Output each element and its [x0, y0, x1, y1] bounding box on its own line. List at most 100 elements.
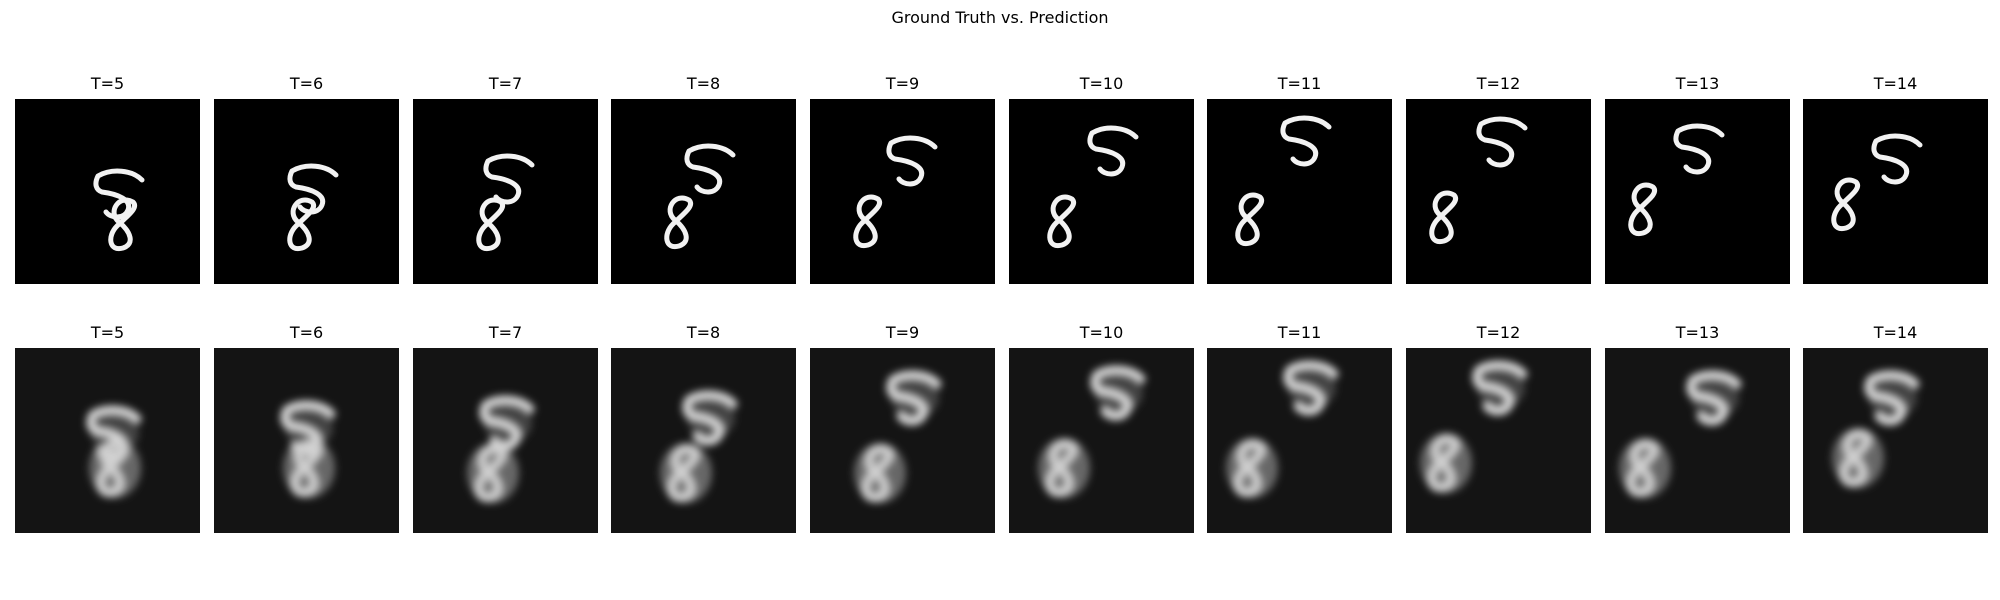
ground-truth-digits	[93, 168, 145, 252]
gt-panel: T=14	[1803, 74, 1988, 284]
pred-panel-title: T=11	[1277, 323, 1322, 342]
gt-frame	[1803, 99, 1988, 284]
predicted-digits	[1420, 360, 1528, 493]
pred-frame	[1009, 348, 1194, 533]
pred-panel: T=11	[1207, 323, 1392, 533]
predicted-digits	[1226, 360, 1339, 498]
pred-frame	[413, 348, 598, 533]
ground-truth-digits	[664, 143, 736, 250]
pred-panel: T=5	[15, 323, 200, 533]
pred-panel: T=9	[810, 323, 995, 533]
predicted-digits	[280, 400, 336, 498]
gt-panel: T=8	[611, 74, 796, 284]
predicted-digits	[467, 395, 535, 503]
digit-five	[886, 135, 938, 187]
digit-five	[1472, 360, 1528, 416]
predicted-digits	[1038, 365, 1146, 498]
digit-eight	[287, 197, 316, 252]
gt-panel-title: T=6	[289, 74, 324, 93]
gt-frame	[810, 99, 995, 284]
gt-frame	[1605, 99, 1790, 284]
gt-panel-title: T=7	[488, 74, 523, 93]
pred-panel: T=10	[1009, 323, 1194, 533]
gt-panel: T=12	[1406, 74, 1591, 284]
digit-five	[1090, 365, 1146, 421]
digit-eight	[667, 444, 700, 503]
pred-panel-title: T=5	[90, 323, 125, 342]
digit-eight	[108, 197, 137, 252]
predicted-digits	[86, 405, 142, 498]
digit-eight	[1047, 194, 1076, 249]
ground-truth-digits	[1235, 115, 1332, 247]
pred-panel-title: T=6	[289, 323, 324, 342]
pred-panel: T=7	[413, 323, 598, 533]
ground-truth-digits	[1831, 133, 1923, 232]
digit-five	[1087, 125, 1139, 177]
ground-truth-digits	[1429, 116, 1528, 245]
pred-frame	[15, 348, 200, 533]
pred-panel-title: T=7	[488, 323, 523, 342]
predicted-digits	[1619, 370, 1742, 498]
gt-panel-title: T=8	[686, 74, 721, 93]
pred-frame	[1803, 348, 1988, 533]
gt-panel-title: T=13	[1675, 74, 1720, 93]
pred-panel-title: T=10	[1079, 323, 1124, 342]
digit-eight	[1429, 190, 1458, 245]
digit-five	[886, 370, 942, 426]
digit-eight	[96, 439, 129, 498]
digit-eight	[1626, 439, 1659, 498]
pred-panel-title: T=8	[686, 323, 721, 342]
digit-eight	[664, 195, 693, 250]
predicted-digits	[1832, 370, 1920, 488]
pred-frame	[214, 348, 399, 533]
digit-five	[483, 153, 535, 205]
digit-eight	[474, 444, 507, 503]
pred-frame	[810, 348, 995, 533]
pred-panel-title: T=9	[885, 323, 920, 342]
gt-panel: T=7	[413, 74, 598, 284]
digit-eight	[1045, 439, 1078, 498]
digit-eight	[853, 194, 882, 249]
ground-truth-row: T=5 T=6 T=7 T=8 T=9 T=10 T=11 T=12 T=13 …	[0, 74, 2000, 284]
gt-frame	[1207, 99, 1392, 284]
digit-five	[1280, 115, 1332, 167]
digit-five	[479, 395, 535, 451]
digit-five	[1283, 360, 1339, 416]
pred-panel: T=12	[1406, 323, 1591, 533]
digit-eight	[476, 197, 505, 252]
gt-frame	[15, 99, 200, 284]
digit-five	[86, 405, 142, 461]
gt-frame	[1009, 99, 1194, 284]
pred-panel: T=13	[1605, 323, 1790, 533]
pred-panel: T=8	[611, 323, 796, 533]
digit-five	[682, 390, 738, 446]
digit-eight	[1839, 429, 1872, 488]
gt-panel: T=11	[1207, 74, 1392, 284]
ground-truth-digits	[1628, 123, 1725, 237]
digit-eight	[861, 444, 894, 503]
gt-panel-title: T=14	[1873, 74, 1918, 93]
digit-eight	[1427, 434, 1460, 493]
pred-panel: T=14	[1803, 323, 1988, 533]
figure-title: Ground Truth vs. Prediction	[891, 8, 1109, 27]
digit-five	[280, 400, 336, 456]
gt-frame	[413, 99, 598, 284]
digit-five	[1673, 123, 1725, 175]
digit-eight	[290, 439, 323, 498]
prediction-row: T=5 T=6 T=7 T=8 T=9 T=10 T=11 T=12 T=13 …	[0, 323, 2000, 533]
digit-five	[684, 143, 736, 195]
pred-frame	[1406, 348, 1591, 533]
gt-panel-title: T=12	[1476, 74, 1521, 93]
gt-frame	[214, 99, 399, 284]
pred-panel-title: T=13	[1675, 323, 1720, 342]
pred-panel: T=6	[214, 323, 399, 533]
gt-panel-title: T=9	[885, 74, 920, 93]
gt-panel: T=13	[1605, 74, 1790, 284]
predicted-digits	[854, 370, 942, 503]
gt-panel: T=6	[214, 74, 399, 284]
predicted-digits	[660, 390, 738, 503]
digit-eight	[1235, 192, 1264, 247]
digit-five	[1871, 133, 1923, 185]
digit-eight	[1628, 182, 1657, 237]
digit-five	[1476, 116, 1528, 168]
